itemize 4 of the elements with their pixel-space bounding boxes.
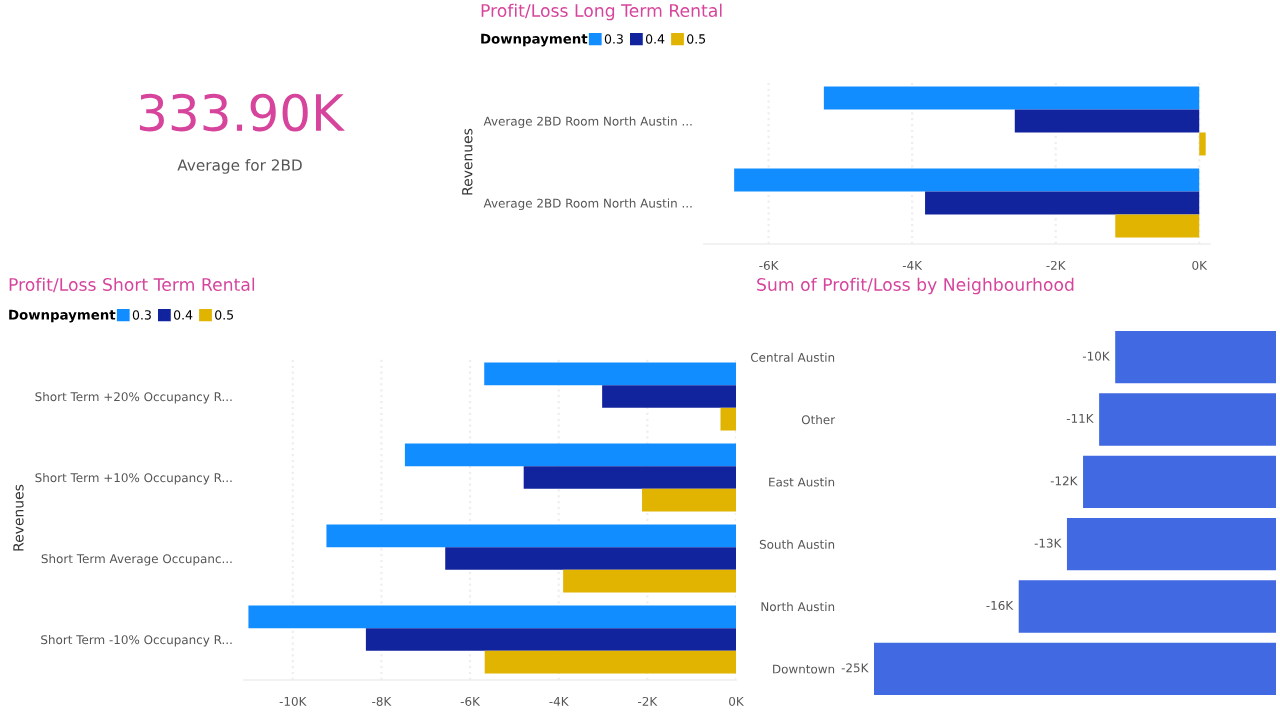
chart-title: Sum of Profit/Loss by Neighbourhood: [757, 277, 1074, 295]
chart-title: Profit/Loss Short Term Rental: [9, 277, 255, 293]
chart-title: Profit/Loss Long Term Rental: [481, 3, 722, 21]
data-label: 333.90K: [139, 93, 345, 132]
